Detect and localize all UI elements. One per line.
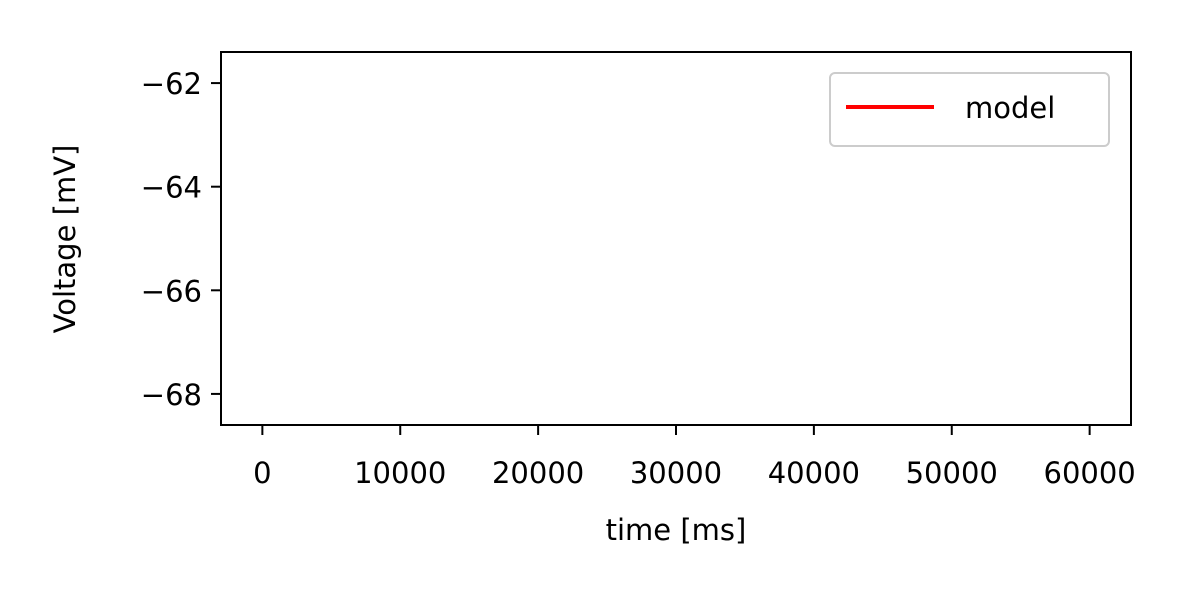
y-tick-label: −64: [141, 171, 202, 205]
x-tick-label: 60000: [1044, 456, 1136, 490]
x-axis: 0 10000 20000 30000 40000 50000 60000: [253, 425, 1136, 490]
y-tick-label: −66: [141, 274, 202, 308]
x-tick-label: 50000: [906, 456, 998, 490]
y-tick-label: −62: [141, 67, 202, 101]
y-tick-label: −68: [141, 378, 202, 412]
legend: model: [829, 72, 1110, 147]
x-tick-label: 40000: [768, 456, 860, 490]
x-tick-label: 10000: [354, 456, 446, 490]
x-tick-label: 30000: [630, 456, 722, 490]
legend-label-model: model: [965, 91, 1055, 125]
legend-box: [829, 72, 1110, 147]
x-tick-label: 20000: [492, 456, 584, 490]
x-axis-label: time [ms]: [606, 513, 747, 547]
y-axis: −62 −64 −66 −68: [141, 67, 221, 412]
y-axis-label: Voltage [mV]: [48, 145, 82, 334]
x-tick-label: 0: [253, 456, 271, 490]
